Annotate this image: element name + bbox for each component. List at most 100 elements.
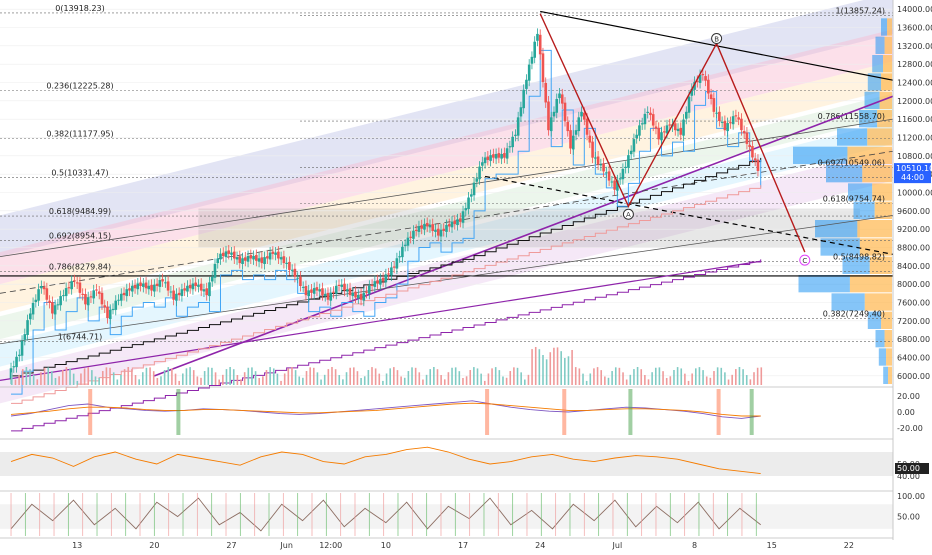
candle-body-56-2 xyxy=(621,168,625,180)
vp-bar-down-7 xyxy=(859,238,892,256)
volume-bar xyxy=(447,372,450,385)
candle-body-18-2 xyxy=(202,289,206,292)
candle-body-68-1 xyxy=(751,146,754,158)
candle-body-3-3 xyxy=(40,286,43,289)
candle-body-38-2 xyxy=(423,223,426,230)
volume-bar xyxy=(342,379,344,385)
vp-bar-up-13 xyxy=(837,128,868,146)
candle-body-1-3 xyxy=(17,354,21,356)
candle-body-23-3 xyxy=(260,257,264,264)
candle-body-54-0 xyxy=(594,157,597,159)
volume-bar xyxy=(283,373,286,385)
candle-body-59-1 xyxy=(651,114,655,126)
volume-bar xyxy=(600,370,603,385)
volume-bar xyxy=(98,377,100,385)
candle-body-13-3 xyxy=(150,284,153,291)
time-tick-label: Jun xyxy=(279,541,293,550)
volume-bar xyxy=(749,379,752,385)
candle-body-38-1 xyxy=(420,225,423,229)
candle-body-18-0 xyxy=(197,284,200,287)
volume-bar xyxy=(462,377,464,385)
candle-body-64-0 xyxy=(704,76,707,81)
candle-body-41-0 xyxy=(450,221,454,228)
volume-bar xyxy=(356,371,359,385)
candle-body-23-0 xyxy=(252,255,255,260)
volume-bar xyxy=(258,377,261,385)
candle-body-13-1 xyxy=(144,282,148,289)
candle-body-57-3 xyxy=(635,134,638,139)
vp-bar-up-2 xyxy=(875,330,885,348)
volume-bars xyxy=(11,347,763,385)
candle-body-14-2 xyxy=(158,280,162,287)
volume-bar xyxy=(76,380,79,385)
volume-bar xyxy=(207,367,210,385)
indicator-tick-1-1: 40.00 xyxy=(897,472,920,481)
macd-signal-bar-2 xyxy=(485,389,490,435)
volume-bar xyxy=(47,367,50,385)
volume-bar xyxy=(691,373,693,385)
candle-body-27-0 xyxy=(296,277,299,279)
candle-body-56-0 xyxy=(616,180,619,191)
indicator-panes: 20.000.00-20.0050.0040.00100.0050.0050.0… xyxy=(0,386,929,536)
candle-body-10-2 xyxy=(114,300,118,310)
volume-bar xyxy=(669,376,672,385)
falling-trendline xyxy=(540,10,894,81)
volume-bar xyxy=(54,377,57,385)
volume-bar xyxy=(727,379,730,385)
volume-bar xyxy=(385,373,388,385)
volume-bar xyxy=(735,369,737,385)
candle-body-43-0 xyxy=(472,182,476,196)
candle-body-17-2 xyxy=(191,283,195,290)
volume-bar xyxy=(211,367,213,385)
volume-bar xyxy=(396,370,399,385)
vp-bar-down-13 xyxy=(867,128,892,146)
candle-body-13-2 xyxy=(147,285,151,290)
volume-bar xyxy=(243,372,246,385)
vp-bar-up-19 xyxy=(881,18,888,36)
volume-bar xyxy=(422,379,424,385)
volume-bar xyxy=(58,376,60,385)
volume-bar xyxy=(731,374,733,385)
candle-body-4-1 xyxy=(45,288,49,300)
candle-body-44-3 xyxy=(492,154,495,158)
price-tick-label: 13600.00 xyxy=(897,24,932,33)
fib-label-right-0: 1(13857.24) xyxy=(835,7,885,16)
candle-body-37-0 xyxy=(406,237,410,246)
volume-bar xyxy=(363,376,366,385)
candle-body-20-3 xyxy=(227,250,231,254)
fib-label-left-5: 0.692(8954.15) xyxy=(49,231,111,240)
candle-body-35-3 xyxy=(392,266,396,268)
volume-profile xyxy=(793,18,892,384)
candle-body-3-0 xyxy=(31,302,35,315)
candle-body-44-0 xyxy=(483,157,487,164)
volume-bar xyxy=(189,367,191,385)
candle-body-50-2 xyxy=(555,99,559,113)
volume-bar xyxy=(196,376,199,385)
volume-bar xyxy=(254,371,257,385)
price-tick-label: 7600.00 xyxy=(897,299,930,308)
candle-body-6-1 xyxy=(67,287,71,289)
price-tick-label: 9600.00 xyxy=(897,207,930,216)
fib-label-right-1: 0.786(11558.70) xyxy=(818,112,885,121)
candle-body-31-0 xyxy=(340,284,344,287)
time-tick-label: 10 xyxy=(381,541,391,550)
candle-body-49-0 xyxy=(538,34,542,55)
candle-body-65-2 xyxy=(720,121,724,123)
volume-bar xyxy=(458,371,461,385)
candle-body-2-0 xyxy=(20,340,24,356)
fib-label-left-7: 1(6744.71) xyxy=(58,333,102,342)
candle-body-34-2 xyxy=(379,278,382,285)
candle-body-36-1 xyxy=(398,256,401,258)
candle-body-25-1 xyxy=(277,251,280,259)
candle-body-51-0 xyxy=(560,94,564,104)
volume-bar xyxy=(673,369,675,385)
price-tick-label: 12000.00 xyxy=(897,97,932,106)
candle-body-52-2 xyxy=(577,117,581,132)
volume-bar xyxy=(36,379,39,385)
volume-bar xyxy=(473,367,475,385)
candle-body-22-3 xyxy=(249,255,253,259)
vp-bar-up-14 xyxy=(859,110,878,128)
volume-bar xyxy=(705,376,708,385)
